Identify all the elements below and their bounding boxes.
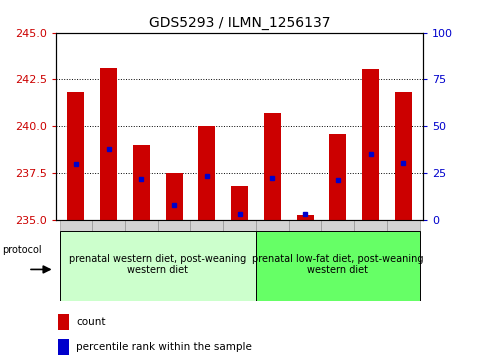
Bar: [92, 220, 125, 242]
Bar: [386, 220, 419, 242]
Bar: [165, 173, 182, 220]
Bar: [125, 220, 158, 242]
Bar: [296, 215, 313, 220]
Bar: [255, 220, 288, 242]
Text: prenatal low-fat diet, post-weaning
western diet: prenatal low-fat diet, post-weaning west…: [252, 254, 423, 275]
Bar: [394, 93, 411, 220]
Bar: [133, 145, 150, 220]
Text: count: count: [76, 317, 106, 327]
Text: prenatal western diet, post-weaning
western diet: prenatal western diet, post-weaning west…: [69, 254, 246, 275]
Text: protocol: protocol: [2, 245, 42, 255]
Bar: [60, 220, 92, 242]
Bar: [158, 220, 190, 242]
Bar: [60, 231, 255, 301]
Bar: [223, 220, 255, 242]
Bar: [328, 134, 346, 220]
Bar: [321, 220, 353, 242]
Title: GDS5293 / ILMN_1256137: GDS5293 / ILMN_1256137: [148, 16, 330, 30]
Bar: [353, 220, 386, 242]
Bar: [198, 126, 215, 220]
Bar: [190, 220, 223, 242]
Bar: [361, 69, 378, 220]
Bar: [264, 113, 280, 220]
Bar: [288, 220, 321, 242]
Bar: [58, 314, 69, 330]
Bar: [255, 231, 419, 301]
Text: percentile rank within the sample: percentile rank within the sample: [76, 342, 252, 352]
Bar: [231, 186, 247, 220]
Bar: [67, 93, 84, 220]
Bar: [100, 68, 117, 220]
Bar: [58, 339, 69, 355]
